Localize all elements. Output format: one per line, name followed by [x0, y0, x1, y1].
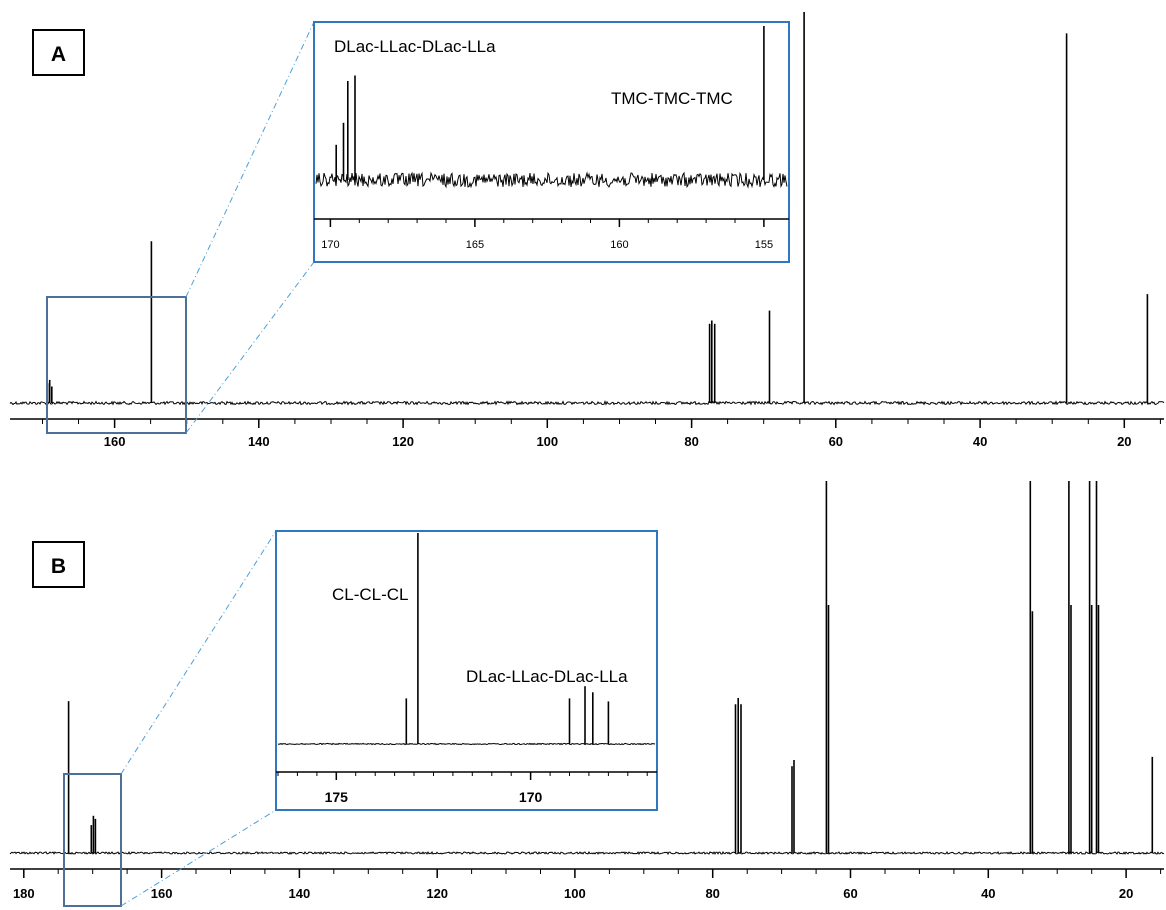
panel-a-inset-frame: [313, 21, 790, 263]
panel-a-inset-spectrum: [315, 26, 788, 189]
panel-b-tick-label: 160: [151, 886, 173, 901]
panel-a-tick-label: 100: [536, 434, 558, 449]
panel-a-tick-label: 140: [248, 434, 270, 449]
panel-b-tick-label: 60: [843, 886, 857, 901]
panel-a-tick-label: 40: [973, 434, 987, 449]
panel-a-spectrum: [9, 12, 1165, 406]
panel-a-tick-label: 120: [392, 434, 414, 449]
panel-b-inset-tick-label: 170: [519, 789, 543, 805]
panel-b-tick-label: 180: [13, 886, 35, 901]
panel-a: A 160 140 120 100 80 60 40 20 170 165 160 155 DLac…: [9, 12, 1165, 449]
panel-a-zoom-connector-bottom: [185, 261, 315, 434]
panel-b-tick-label: 120: [426, 886, 448, 901]
panel-a-tick-label: 20: [1117, 434, 1131, 449]
panel-a-tick-label: 160: [104, 434, 126, 449]
panel-a-tick-label: 60: [829, 434, 843, 449]
panel-b-tick-label: 80: [705, 886, 719, 901]
panel-b-zoom-region: [63, 773, 122, 907]
panel-b-spectrum: [9, 481, 1165, 856]
panel-a-baseline: [9, 400, 1165, 406]
panel-b-tick-label: 100: [564, 886, 586, 901]
panel-a-x-ticks: 160 140 120 100 80 60 40 20: [42, 419, 1161, 449]
panel-b-inset-baseline: [277, 742, 656, 746]
panel-b-inset-frame: [275, 530, 658, 811]
panel-a-inset-tick-label: 165: [466, 239, 484, 251]
panel-a-inset-tick-label: 160: [610, 239, 628, 251]
panel-a-inset-annotation-tmc: TMC-TMC-TMC: [611, 89, 733, 108]
panel-a-tick-label: 80: [684, 434, 698, 449]
panel-b-tick-label: 40: [981, 886, 995, 901]
panel-a-inset-baseline: [315, 171, 788, 189]
panel-a-zoom-region: [46, 296, 187, 434]
panel-b-inset-tick-label: 175: [325, 789, 349, 805]
panel-b-inset-x-ticks: 175 170: [277, 772, 648, 805]
panel-b-label-box: [32, 541, 85, 588]
panel-a-label-box: [32, 29, 85, 76]
panel-a-label: A: [51, 43, 66, 66]
panel-b-baseline: [9, 851, 1165, 856]
panel-b-inset-spectrum: [277, 533, 656, 746]
panel-a-inset-annotation-lactide: DLac-LLac-DLac-LLa: [334, 37, 496, 56]
panel-b: B 180 160 140 120 100 80 60 40 20 175 170 CL-CL-C…: [9, 481, 1165, 907]
panel-a-inset-tick-label: 155: [755, 239, 773, 251]
panel-b-zoom-connector-bottom: [120, 809, 277, 907]
panel-b-zoom-connector-top: [120, 530, 277, 775]
panel-b-label: B: [51, 555, 66, 578]
panel-b-x-ticks: 180 160 140 120 100 80 60 40 20: [13, 869, 1162, 901]
panel-a-inset: 170 165 160 155 DLac-LLac-DLac-LLa TMC-TMC-…: [313, 21, 790, 263]
panel-b-tick-label: 140: [289, 886, 311, 901]
panel-b-tick-label: 20: [1119, 886, 1133, 901]
panel-a-inset-tick-label: 170: [321, 239, 339, 251]
panel-b-inset: 175 170 CL-CL-CL DLac-LLac-DLac-LLa: [275, 530, 658, 811]
panel-b-inset-annotation-cl: CL-CL-CL: [332, 585, 409, 604]
panel-b-inset-annotation-lactide: DLac-LLac-DLac-LLa: [466, 667, 628, 686]
panel-a-inset-x-ticks: 170 165 160 155: [321, 219, 773, 251]
panel-a-zoom-connector-top: [185, 21, 315, 298]
